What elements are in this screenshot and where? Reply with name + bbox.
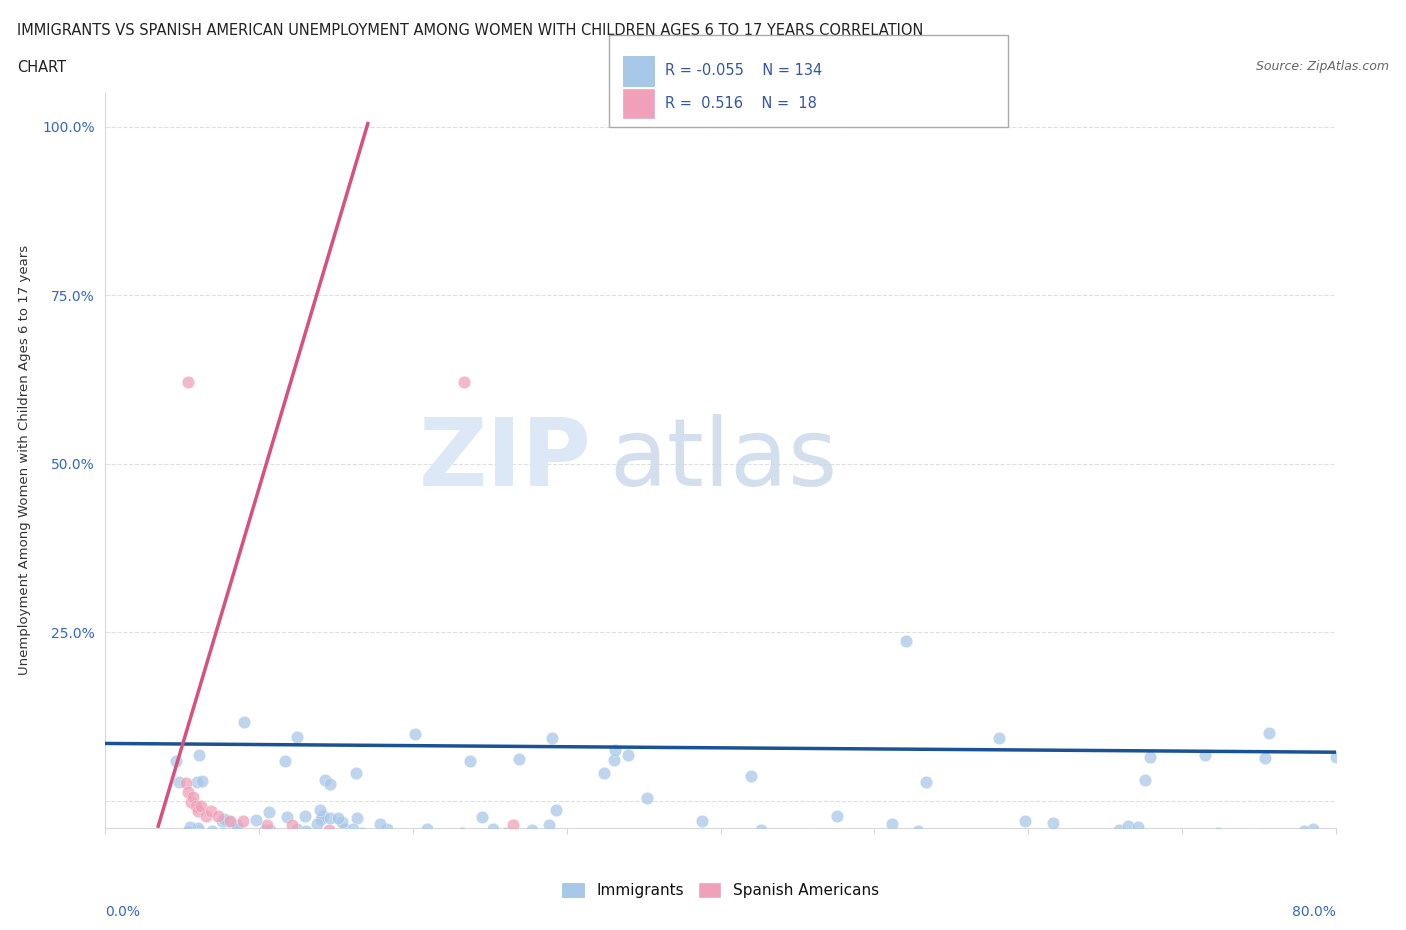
Text: R = -0.055    N = 134: R = -0.055 N = 134 <box>665 63 823 78</box>
Text: R =  0.516    N =  18: R = 0.516 N = 18 <box>665 96 817 111</box>
Text: 0.0%: 0.0% <box>105 905 141 919</box>
Text: 80.0%: 80.0% <box>1292 905 1336 919</box>
Text: IMMIGRANTS VS SPANISH AMERICAN UNEMPLOYMENT AMONG WOMEN WITH CHILDREN AGES 6 TO : IMMIGRANTS VS SPANISH AMERICAN UNEMPLOYM… <box>17 23 924 38</box>
Text: CHART: CHART <box>17 60 66 75</box>
Text: Source: ZipAtlas.com: Source: ZipAtlas.com <box>1256 60 1389 73</box>
Text: atlas: atlas <box>610 415 838 506</box>
Y-axis label: Unemployment Among Women with Children Ages 6 to 17 years: Unemployment Among Women with Children A… <box>18 246 31 675</box>
Text: ZIP: ZIP <box>419 415 592 506</box>
Legend: Immigrants, Spanish Americans: Immigrants, Spanish Americans <box>557 877 884 905</box>
